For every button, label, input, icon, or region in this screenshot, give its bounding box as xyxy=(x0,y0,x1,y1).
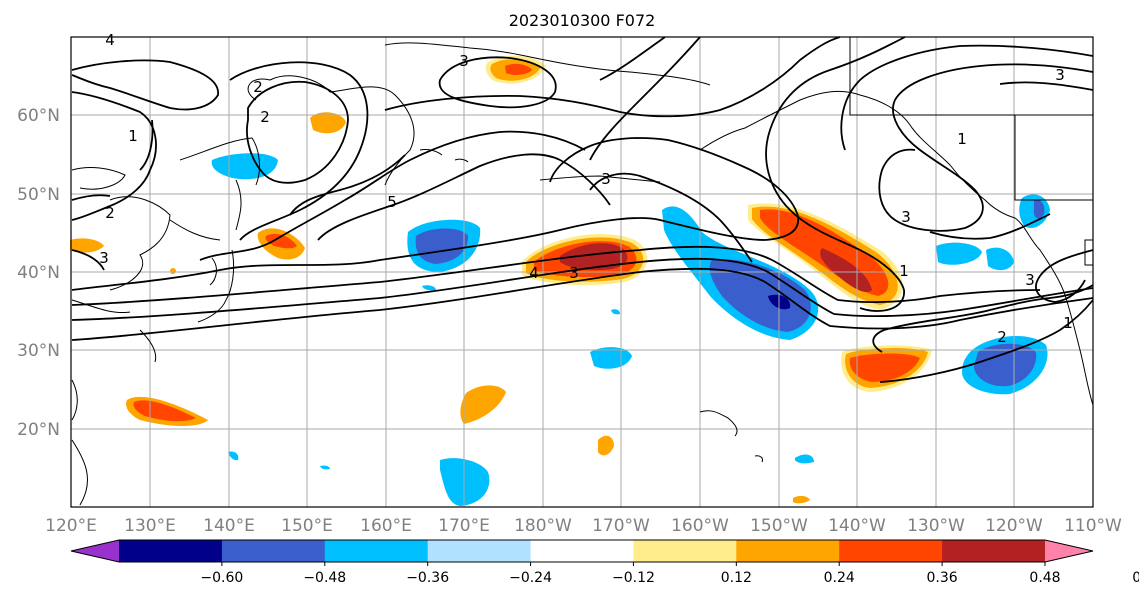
height-contours xyxy=(71,36,1094,383)
colorbar-tick-label: −0.24 xyxy=(509,570,552,586)
map-panel: 4 3 2 2 1 2 3 5 3 4 3 3 1 3 1 2 3 1 2 xyxy=(70,31,1094,508)
contour-label: 1 xyxy=(1063,314,1073,332)
colorbar-tick-label: 0.60 xyxy=(1132,570,1139,586)
longitude-tick-label: 180°W xyxy=(514,516,572,536)
longitude-tick-label: 110°W xyxy=(1064,516,1122,536)
positive-anomaly-region xyxy=(70,238,104,253)
contour-label: 3 xyxy=(601,170,611,188)
negative-anomaly-region xyxy=(709,259,811,332)
colorbar-segment xyxy=(221,540,326,562)
map-frame xyxy=(70,36,1094,508)
contour-label: 1 xyxy=(128,127,138,145)
negative-anomaly-region xyxy=(422,285,436,291)
contour-label: 5 xyxy=(387,193,397,211)
latitude-tick-label: 20°N xyxy=(17,420,60,440)
contour-label: 3 xyxy=(99,249,109,267)
contour-label: 2 xyxy=(253,78,263,96)
contour-label: 2 xyxy=(260,108,270,126)
longitude-tick-label: 140°W xyxy=(828,516,886,536)
latitude-tick-label: 30°N xyxy=(17,341,60,361)
latitude-tick-label: 60°N xyxy=(17,106,60,126)
latitude-tick-label: 40°N xyxy=(17,263,60,283)
contour-label: 3 xyxy=(569,264,579,282)
positive-anomaly-region xyxy=(793,495,810,504)
contour-labels: 4 3 2 2 1 2 3 5 3 4 3 3 1 3 1 2 3 1 2 xyxy=(99,31,1073,346)
negative-anomaly-region xyxy=(228,451,239,461)
colorbar-tick-label: 0.12 xyxy=(721,570,752,586)
colorbar-segment xyxy=(839,540,943,562)
longitude-tick-label: 150°W xyxy=(750,516,808,536)
colorbar-tick-label: −0.48 xyxy=(303,570,346,586)
colorbar-outline xyxy=(70,539,1094,563)
positive-anomaly-region xyxy=(310,112,346,134)
longitude-tick-label: 130°W xyxy=(907,516,965,536)
contour-label: 3 xyxy=(901,208,911,226)
colorbar-segment xyxy=(530,540,634,562)
negative-anomaly-region xyxy=(415,228,468,264)
negative-anomaly-region xyxy=(795,454,814,464)
colorbar-tick-label: 0.24 xyxy=(824,570,855,586)
colorbar-tick-label: 0.36 xyxy=(927,570,958,586)
colorbar-tick-label: −0.60 xyxy=(200,570,243,586)
positive-anomaly-region xyxy=(849,353,920,382)
longitude-tick-label: 160°W xyxy=(671,516,729,536)
colorbar-segment xyxy=(324,540,429,562)
colorbar: −0.60 −0.48 −0.36 −0.24 −0.12 0.12 0.24 0.36 0.4… xyxy=(70,539,1139,586)
colorbar-tick-label: 0.48 xyxy=(1029,570,1060,586)
anomaly-fills xyxy=(70,55,1050,506)
positive-anomaly-region xyxy=(460,385,506,424)
contour-label: 1 xyxy=(899,262,909,280)
positive-anomaly-region xyxy=(265,233,297,249)
negative-anomaly-region xyxy=(986,247,1014,271)
colorbar-tick-label: −0.36 xyxy=(406,570,449,586)
longitude-tick-label: 120°W xyxy=(985,516,1043,536)
positive-anomaly-region xyxy=(505,63,532,75)
latitude-axis: 20°N 30°N 40°N 50°N 60°N xyxy=(17,106,60,440)
colorbar-segment xyxy=(633,540,737,562)
colorbar-extend-min xyxy=(71,540,119,562)
contour-label: 4 xyxy=(105,31,115,49)
positive-anomaly-region xyxy=(820,248,872,293)
contour-label: 2 xyxy=(105,204,115,222)
negative-anomaly-region xyxy=(320,465,330,470)
colorbar-segment xyxy=(942,540,1046,562)
longitude-tick-label: 150°E xyxy=(281,516,333,536)
contour-label: 1 xyxy=(957,130,967,148)
contour-label: 3 xyxy=(459,52,469,70)
negative-anomaly-region xyxy=(440,458,490,506)
negative-anomaly-region xyxy=(936,242,982,265)
positive-anomaly-region xyxy=(133,400,196,422)
longitude-tick-label: 130°E xyxy=(124,516,176,536)
longitude-tick-label: 170°E xyxy=(438,516,490,536)
contour-label: 3 xyxy=(1025,271,1035,289)
longitude-tick-label: 120°E xyxy=(45,516,97,536)
gridlines xyxy=(71,37,1093,507)
map-title: 2023010300 F072 xyxy=(509,11,656,30)
negative-anomaly-region xyxy=(974,343,1037,387)
longitude-axis: 120°E 130°E 140°E 150°E 160°E 170°E 180°… xyxy=(45,516,1122,536)
contour-label: 2 xyxy=(997,328,1007,346)
colorbar-extend-max xyxy=(1045,540,1093,562)
contour-label: 3 xyxy=(1055,66,1065,84)
positive-anomaly-region xyxy=(170,268,176,274)
colorbar-segment xyxy=(736,540,840,562)
negative-anomaly-region xyxy=(1034,199,1045,219)
positive-anomaly-region xyxy=(560,243,628,271)
positive-anomaly-region xyxy=(598,435,614,456)
negative-anomaly-region xyxy=(611,309,620,315)
latitude-tick-label: 50°N xyxy=(17,185,60,205)
longitude-tick-label: 160°E xyxy=(360,516,412,536)
colorbar-segment xyxy=(427,540,532,562)
longitude-tick-label: 170°W xyxy=(592,516,650,536)
contour-label: 4 xyxy=(529,264,539,282)
colorbar-segment xyxy=(119,540,223,562)
colorbar-tick-label: −0.12 xyxy=(612,570,655,586)
longitude-tick-label: 140°E xyxy=(203,516,255,536)
